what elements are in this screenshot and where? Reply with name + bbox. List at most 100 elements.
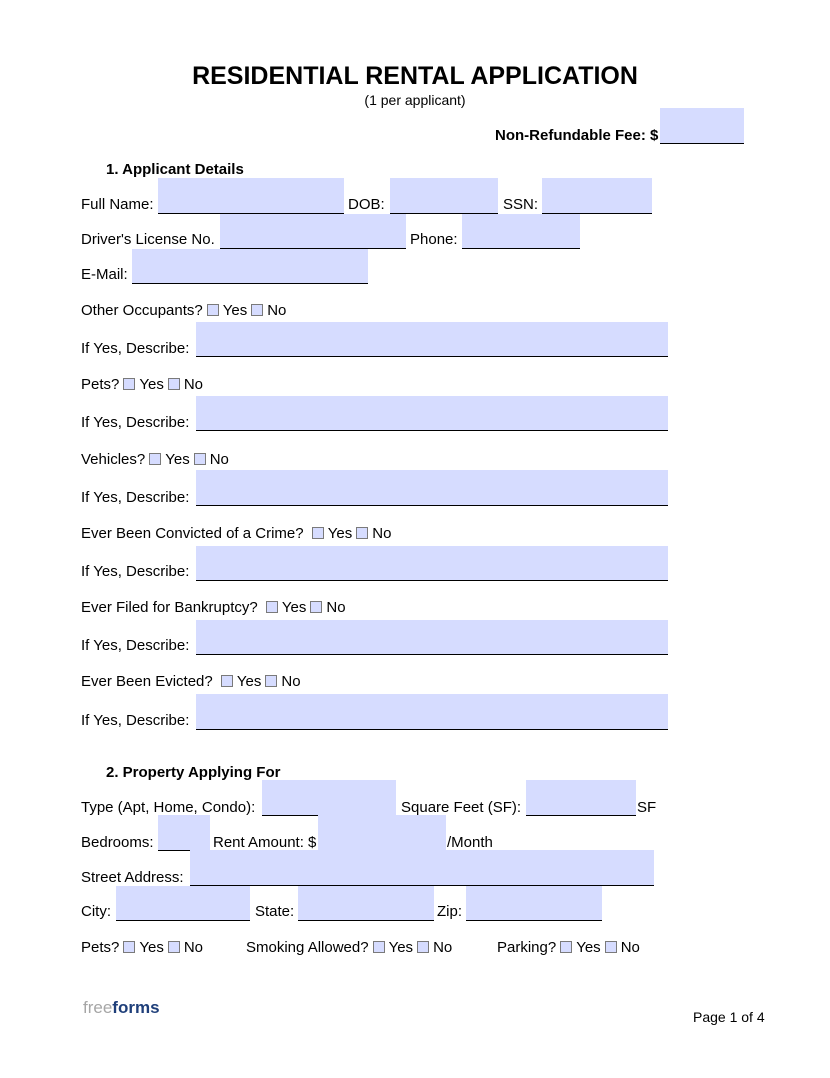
- page-number: Page 1 of 4: [693, 1009, 765, 1025]
- pets-describe-field[interactable]: [196, 396, 668, 431]
- parking-label: Parking?: [497, 939, 557, 956]
- email-label: E-Mail:: [81, 266, 128, 283]
- page-subtitle: (1 per applicant): [364, 92, 466, 108]
- vehicles-no-checkbox[interactable]: [193, 453, 206, 465]
- bankruptcy-describe-field[interactable]: [196, 620, 668, 655]
- dob-label: DOB:: [348, 196, 385, 213]
- property-pets-yes-checkbox[interactable]: [123, 941, 136, 953]
- smoking-question: Smoking Allowed? Yes No: [246, 939, 452, 957]
- license-field[interactable]: [220, 214, 406, 249]
- occupants-no-checkbox[interactable]: [251, 304, 264, 316]
- bankruptcy-describe-label: If Yes, Describe:: [81, 637, 190, 654]
- logo-free-text: free: [83, 998, 113, 1017]
- yes-label: Yes: [139, 376, 164, 393]
- no-label: No: [281, 673, 301, 690]
- fee-field[interactable]: [660, 108, 744, 144]
- no-label: No: [326, 599, 346, 616]
- page-title: RESIDENTIAL RENTAL APPLICATION: [192, 62, 638, 90]
- pets-question: Pets? Yes No: [81, 376, 203, 394]
- type-label: Type (Apt, Home, Condo):: [81, 799, 256, 816]
- sqft-label: Square Feet (SF):: [401, 799, 522, 816]
- occupants-question: Other Occupants? Yes No: [81, 302, 286, 320]
- no-label: No: [372, 525, 392, 542]
- type-field[interactable]: [262, 780, 396, 816]
- full-name-field[interactable]: [158, 178, 344, 214]
- smoking-yes-checkbox[interactable]: [372, 941, 385, 953]
- evicted-question: Ever Been Evicted? Yes No: [81, 673, 301, 691]
- crime-describe-label: If Yes, Describe:: [81, 563, 190, 580]
- dob-field[interactable]: [390, 178, 498, 214]
- no-label: No: [183, 939, 204, 956]
- pets-no-checkbox[interactable]: [167, 378, 180, 390]
- crime-no-checkbox[interactable]: [356, 527, 369, 539]
- logo-forms-text: forms: [112, 998, 160, 1017]
- parking-no-checkbox[interactable]: [604, 941, 617, 953]
- vehicles-describe-field[interactable]: [196, 470, 668, 506]
- yes-label: Yes: [236, 673, 262, 690]
- full-name-label: Full Name:: [81, 196, 154, 213]
- bankruptcy-no-checkbox[interactable]: [310, 601, 323, 613]
- state-field[interactable]: [298, 886, 434, 921]
- state-label: State:: [255, 903, 295, 920]
- license-label: Driver's License No.: [81, 231, 215, 248]
- vehicles-describe-label: If Yes, Describe:: [81, 489, 190, 506]
- evicted-label: Ever Been Evicted?: [81, 673, 213, 690]
- fee-label: Non-Refundable Fee: $: [495, 127, 659, 144]
- no-label: No: [209, 451, 229, 468]
- bankruptcy-label: Ever Filed for Bankruptcy?: [81, 599, 258, 616]
- ssn-label: SSN:: [503, 196, 539, 213]
- property-pets-no-checkbox[interactable]: [167, 941, 180, 953]
- crime-question: Ever Been Convicted of a Crime? Yes No: [81, 525, 391, 543]
- parking-question: Parking? Yes No: [497, 939, 640, 957]
- section-2-heading: 2. Property Applying For: [106, 764, 281, 781]
- pets-yes-checkbox[interactable]: [123, 378, 136, 390]
- vehicles-yes-checkbox[interactable]: [149, 453, 162, 465]
- smoking-no-checkbox[interactable]: [417, 941, 430, 953]
- city-field[interactable]: [116, 886, 250, 921]
- evicted-no-checkbox[interactable]: [265, 675, 278, 687]
- sqft-field[interactable]: [526, 780, 636, 816]
- evicted-yes-checkbox[interactable]: [220, 675, 233, 687]
- freeforms-logo: freeforms: [83, 998, 160, 1018]
- bankruptcy-yes-checkbox[interactable]: [265, 601, 278, 613]
- no-label: No: [620, 939, 640, 956]
- occupants-describe-label: If Yes, Describe:: [81, 340, 190, 357]
- vehicles-label: Vehicles?: [81, 451, 146, 468]
- crime-label: Ever Been Convicted of a Crime?: [81, 525, 304, 542]
- bankruptcy-question: Ever Filed for Bankruptcy? Yes No: [81, 599, 346, 617]
- yes-label: Yes: [139, 939, 164, 956]
- occupants-label: Other Occupants?: [81, 302, 203, 319]
- phone-field[interactable]: [462, 214, 580, 249]
- street-field[interactable]: [190, 850, 654, 886]
- city-label: City:: [81, 903, 111, 920]
- yes-label: Yes: [281, 599, 307, 616]
- evicted-describe-field[interactable]: [196, 694, 668, 730]
- yes-label: Yes: [327, 525, 353, 542]
- phone-label: Phone:: [410, 231, 458, 248]
- sf-unit: SF: [637, 799, 657, 816]
- ssn-field[interactable]: [542, 178, 652, 214]
- pets-label: Pets?: [81, 939, 120, 956]
- crime-yes-checkbox[interactable]: [311, 527, 324, 539]
- bedrooms-field[interactable]: [158, 815, 210, 851]
- bedrooms-label: Bedrooms:: [81, 834, 154, 851]
- email-field[interactable]: [132, 249, 368, 284]
- section-1-heading: 1. Applicant Details: [106, 161, 244, 178]
- yes-label: Yes: [388, 939, 414, 956]
- smoking-label: Smoking Allowed?: [246, 939, 369, 956]
- no-label: No: [267, 302, 287, 319]
- vehicles-question: Vehicles? Yes No: [81, 451, 229, 469]
- property-pets-question: Pets? Yes No: [81, 939, 203, 957]
- pets-label: Pets?: [81, 376, 120, 393]
- rent-field[interactable]: [318, 815, 446, 851]
- no-label: No: [433, 939, 453, 956]
- yes-label: Yes: [576, 939, 601, 956]
- yes-label: Yes: [165, 451, 190, 468]
- zip-field[interactable]: [466, 886, 602, 921]
- occupants-describe-field[interactable]: [196, 322, 668, 357]
- occupants-yes-checkbox[interactable]: [206, 304, 219, 316]
- no-label: No: [183, 376, 204, 393]
- parking-yes-checkbox[interactable]: [560, 941, 573, 953]
- crime-describe-field[interactable]: [196, 546, 668, 581]
